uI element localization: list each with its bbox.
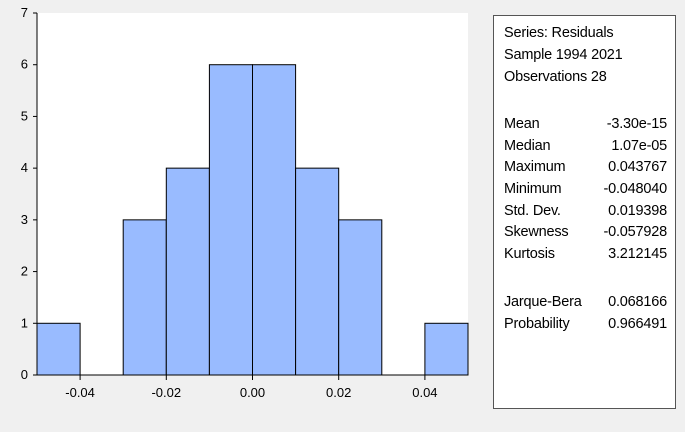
stat-value: -0.057928	[603, 224, 667, 241]
y-tick-label: 1	[21, 315, 28, 330]
stats-sample: Sample 1994 2021	[504, 47, 623, 63]
stat-value: -0.048040	[603, 181, 667, 198]
stat-label: Probability	[504, 315, 570, 332]
histogram-bar	[122, 219, 167, 376]
stat-label: Maximum	[504, 159, 566, 176]
x-tick-label: 0.04	[412, 385, 437, 400]
stat-row-skewness: Skewness -0.057928	[504, 222, 667, 244]
stat-label: Median	[504, 137, 551, 154]
stat-value: 0.966491	[608, 315, 667, 332]
x-tick-label: 0.02	[326, 385, 351, 400]
stat-value: 0.019398	[608, 202, 667, 219]
stats-panel: Series: Residuals Sample 1994 2021 Obser…	[493, 15, 676, 409]
stats-observations: Observations 28	[504, 69, 607, 85]
histogram-bar	[208, 64, 253, 376]
stat-row-jarque-bera: Jarque-Bera 0.068166	[504, 292, 667, 314]
stat-value: 3.212145	[608, 246, 667, 263]
y-tick-label: 5	[21, 108, 28, 123]
histogram-bar	[295, 167, 340, 376]
histogram-bar	[165, 167, 210, 376]
stat-row-minimum: Minimum -0.048040	[504, 179, 667, 201]
y-tick-label: 6	[21, 57, 28, 72]
y-tick-label: 2	[21, 264, 28, 279]
stat-label: Minimum	[504, 181, 562, 198]
x-tick-label: -0.02	[151, 385, 181, 400]
stat-value: 1.07e-05	[611, 137, 667, 154]
stat-value: 0.068166	[608, 293, 667, 310]
stat-row-median: Median 1.07e-05	[504, 136, 667, 158]
y-tick-label: 0	[21, 367, 28, 382]
stat-row-std-dev: Std. Dev. 0.019398	[504, 201, 667, 223]
x-tick-label: -0.04	[65, 385, 95, 400]
histogram-bar	[338, 219, 383, 376]
stat-row-maximum: Maximum 0.043767	[504, 157, 667, 179]
stat-label: Mean	[504, 116, 540, 132]
stat-label: Std. Dev.	[504, 202, 561, 219]
histogram-bar	[252, 64, 297, 376]
histogram-bar	[424, 322, 469, 376]
stat-row-kurtosis: Kurtosis 3.212145	[504, 244, 667, 266]
y-tick-label: 3	[21, 212, 28, 227]
stat-value: 0.043767	[608, 159, 667, 176]
stat-row-probability: Probability 0.966491	[504, 314, 667, 336]
stat-row-mean: Mean -3.30e-15	[504, 114, 667, 136]
stat-value: -3.30e-15	[606, 116, 667, 132]
histogram-bar	[36, 322, 81, 376]
stat-label: Kurtosis	[504, 246, 555, 263]
y-tick-label: 4	[21, 160, 28, 175]
stat-label: Jarque-Bera	[504, 293, 582, 310]
stats-series: Series: Residuals	[504, 25, 614, 41]
y-tick-label: 7	[21, 5, 28, 20]
x-tick-label: 0.00	[240, 385, 265, 400]
stat-label: Skewness	[504, 224, 569, 241]
